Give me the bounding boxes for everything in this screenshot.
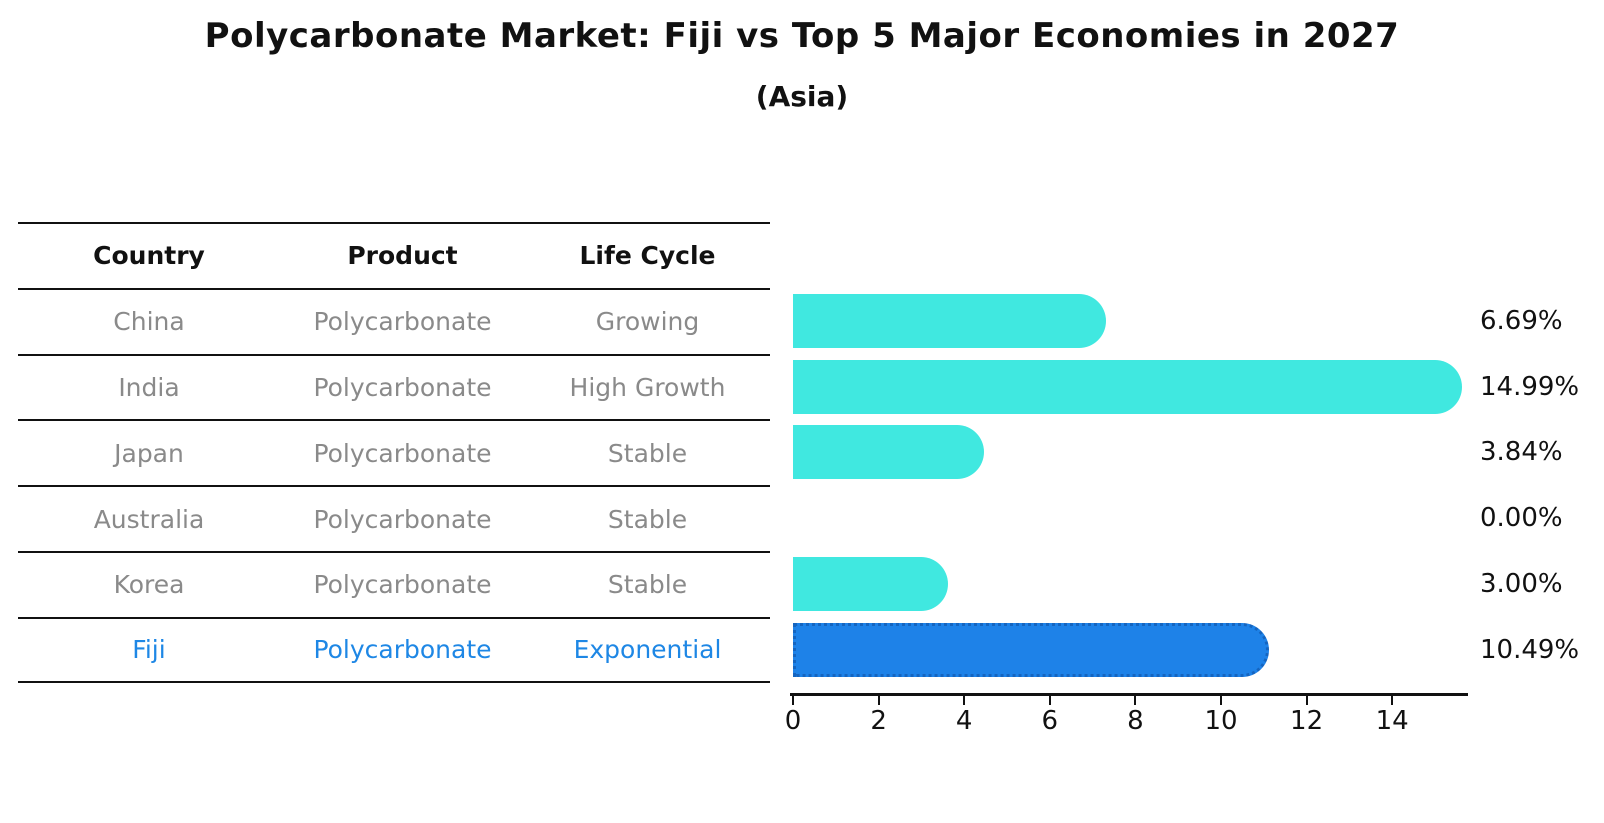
value-label-japan: 3.84% bbox=[1480, 437, 1563, 468]
value-label-india: 14.99% bbox=[1480, 371, 1580, 402]
cell-product: Polycarbonate bbox=[313, 372, 492, 402]
x-tick-mark-8 bbox=[1134, 696, 1137, 705]
table-row: China Polycarbonate Growing bbox=[18, 287, 770, 354]
x-tick-label-10: 10 bbox=[1204, 706, 1238, 736]
cell-product: Polycarbonate bbox=[313, 438, 492, 468]
column-header-product: Product bbox=[347, 241, 458, 271]
bar-fiji bbox=[793, 622, 1269, 677]
x-tick-mark-12 bbox=[1305, 696, 1308, 705]
chart-subtitle: (Asia) bbox=[755, 80, 849, 113]
table-body: China Polycarbonate Growing India Polyca… bbox=[18, 287, 770, 683]
cell-product: Polycarbonate bbox=[313, 635, 492, 665]
x-tick-mark-0 bbox=[792, 696, 794, 705]
x-tick-mark-6 bbox=[1048, 696, 1051, 705]
x-tick-label-14: 14 bbox=[1375, 706, 1409, 736]
cell-country: Fiji bbox=[132, 635, 166, 665]
country-table: Country Product Life Cycle China Polycar… bbox=[18, 222, 770, 683]
value-label-china: 6.69% bbox=[1480, 305, 1563, 336]
x-tick-label-2: 2 bbox=[870, 706, 887, 736]
x-tick-label-6: 6 bbox=[1041, 706, 1059, 736]
x-tick-label-4: 4 bbox=[955, 706, 973, 736]
x-tick-mark-4 bbox=[963, 696, 966, 705]
cell-product: Polycarbonate bbox=[313, 307, 492, 337]
table-header-row: Country Product Life Cycle bbox=[18, 222, 770, 288]
x-axis-line bbox=[790, 693, 1468, 696]
table-row: Japan Polycarbonate Stable bbox=[18, 419, 770, 485]
table-row: Fiji Polycarbonate Exponential bbox=[18, 616, 770, 683]
x-tick-mark-2 bbox=[877, 696, 880, 705]
value-label-fiji: 10.49% bbox=[1480, 634, 1580, 665]
cell-country: India bbox=[118, 372, 180, 402]
cell-country: Japan bbox=[114, 438, 184, 468]
cell-life-cycle: Stable bbox=[607, 438, 688, 468]
bar-korea bbox=[793, 556, 949, 611]
cell-life-cycle: Stable bbox=[607, 504, 688, 534]
cell-life-cycle: Growing bbox=[595, 307, 700, 337]
cell-country: Korea bbox=[113, 570, 185, 600]
cell-product: Polycarbonate bbox=[313, 570, 492, 600]
cell-country: Australia bbox=[93, 504, 205, 534]
column-header-country: Country bbox=[93, 241, 205, 271]
table-row: Australia Polycarbonate Stable bbox=[18, 485, 770, 551]
cell-life-cycle: Exponential bbox=[573, 635, 722, 665]
table-row: Korea Polycarbonate Stable bbox=[18, 550, 770, 617]
x-tick-label-12: 12 bbox=[1290, 706, 1324, 736]
bar-china bbox=[793, 293, 1107, 348]
bar-japan bbox=[793, 425, 985, 480]
x-tick-mark-14 bbox=[1391, 696, 1394, 705]
cell-country: China bbox=[113, 307, 185, 337]
cell-life-cycle: High Growth bbox=[569, 372, 726, 402]
cell-life-cycle: Stable bbox=[607, 570, 688, 600]
chart-title: Polycarbonate Market: Fiji vs Top 5 Majo… bbox=[204, 16, 1400, 56]
x-tick-label-8: 8 bbox=[1127, 706, 1144, 736]
value-label-australia: 0.00% bbox=[1480, 503, 1563, 534]
x-tick-mark-10 bbox=[1220, 696, 1222, 705]
table-row: India Polycarbonate High Growth bbox=[18, 353, 770, 420]
column-header-life-cycle: Life Cycle bbox=[579, 241, 716, 271]
cell-product: Polycarbonate bbox=[313, 504, 492, 534]
bar-india bbox=[793, 359, 1462, 414]
x-tick-label-0: 0 bbox=[784, 706, 802, 736]
value-label-korea: 3.00% bbox=[1480, 568, 1563, 599]
